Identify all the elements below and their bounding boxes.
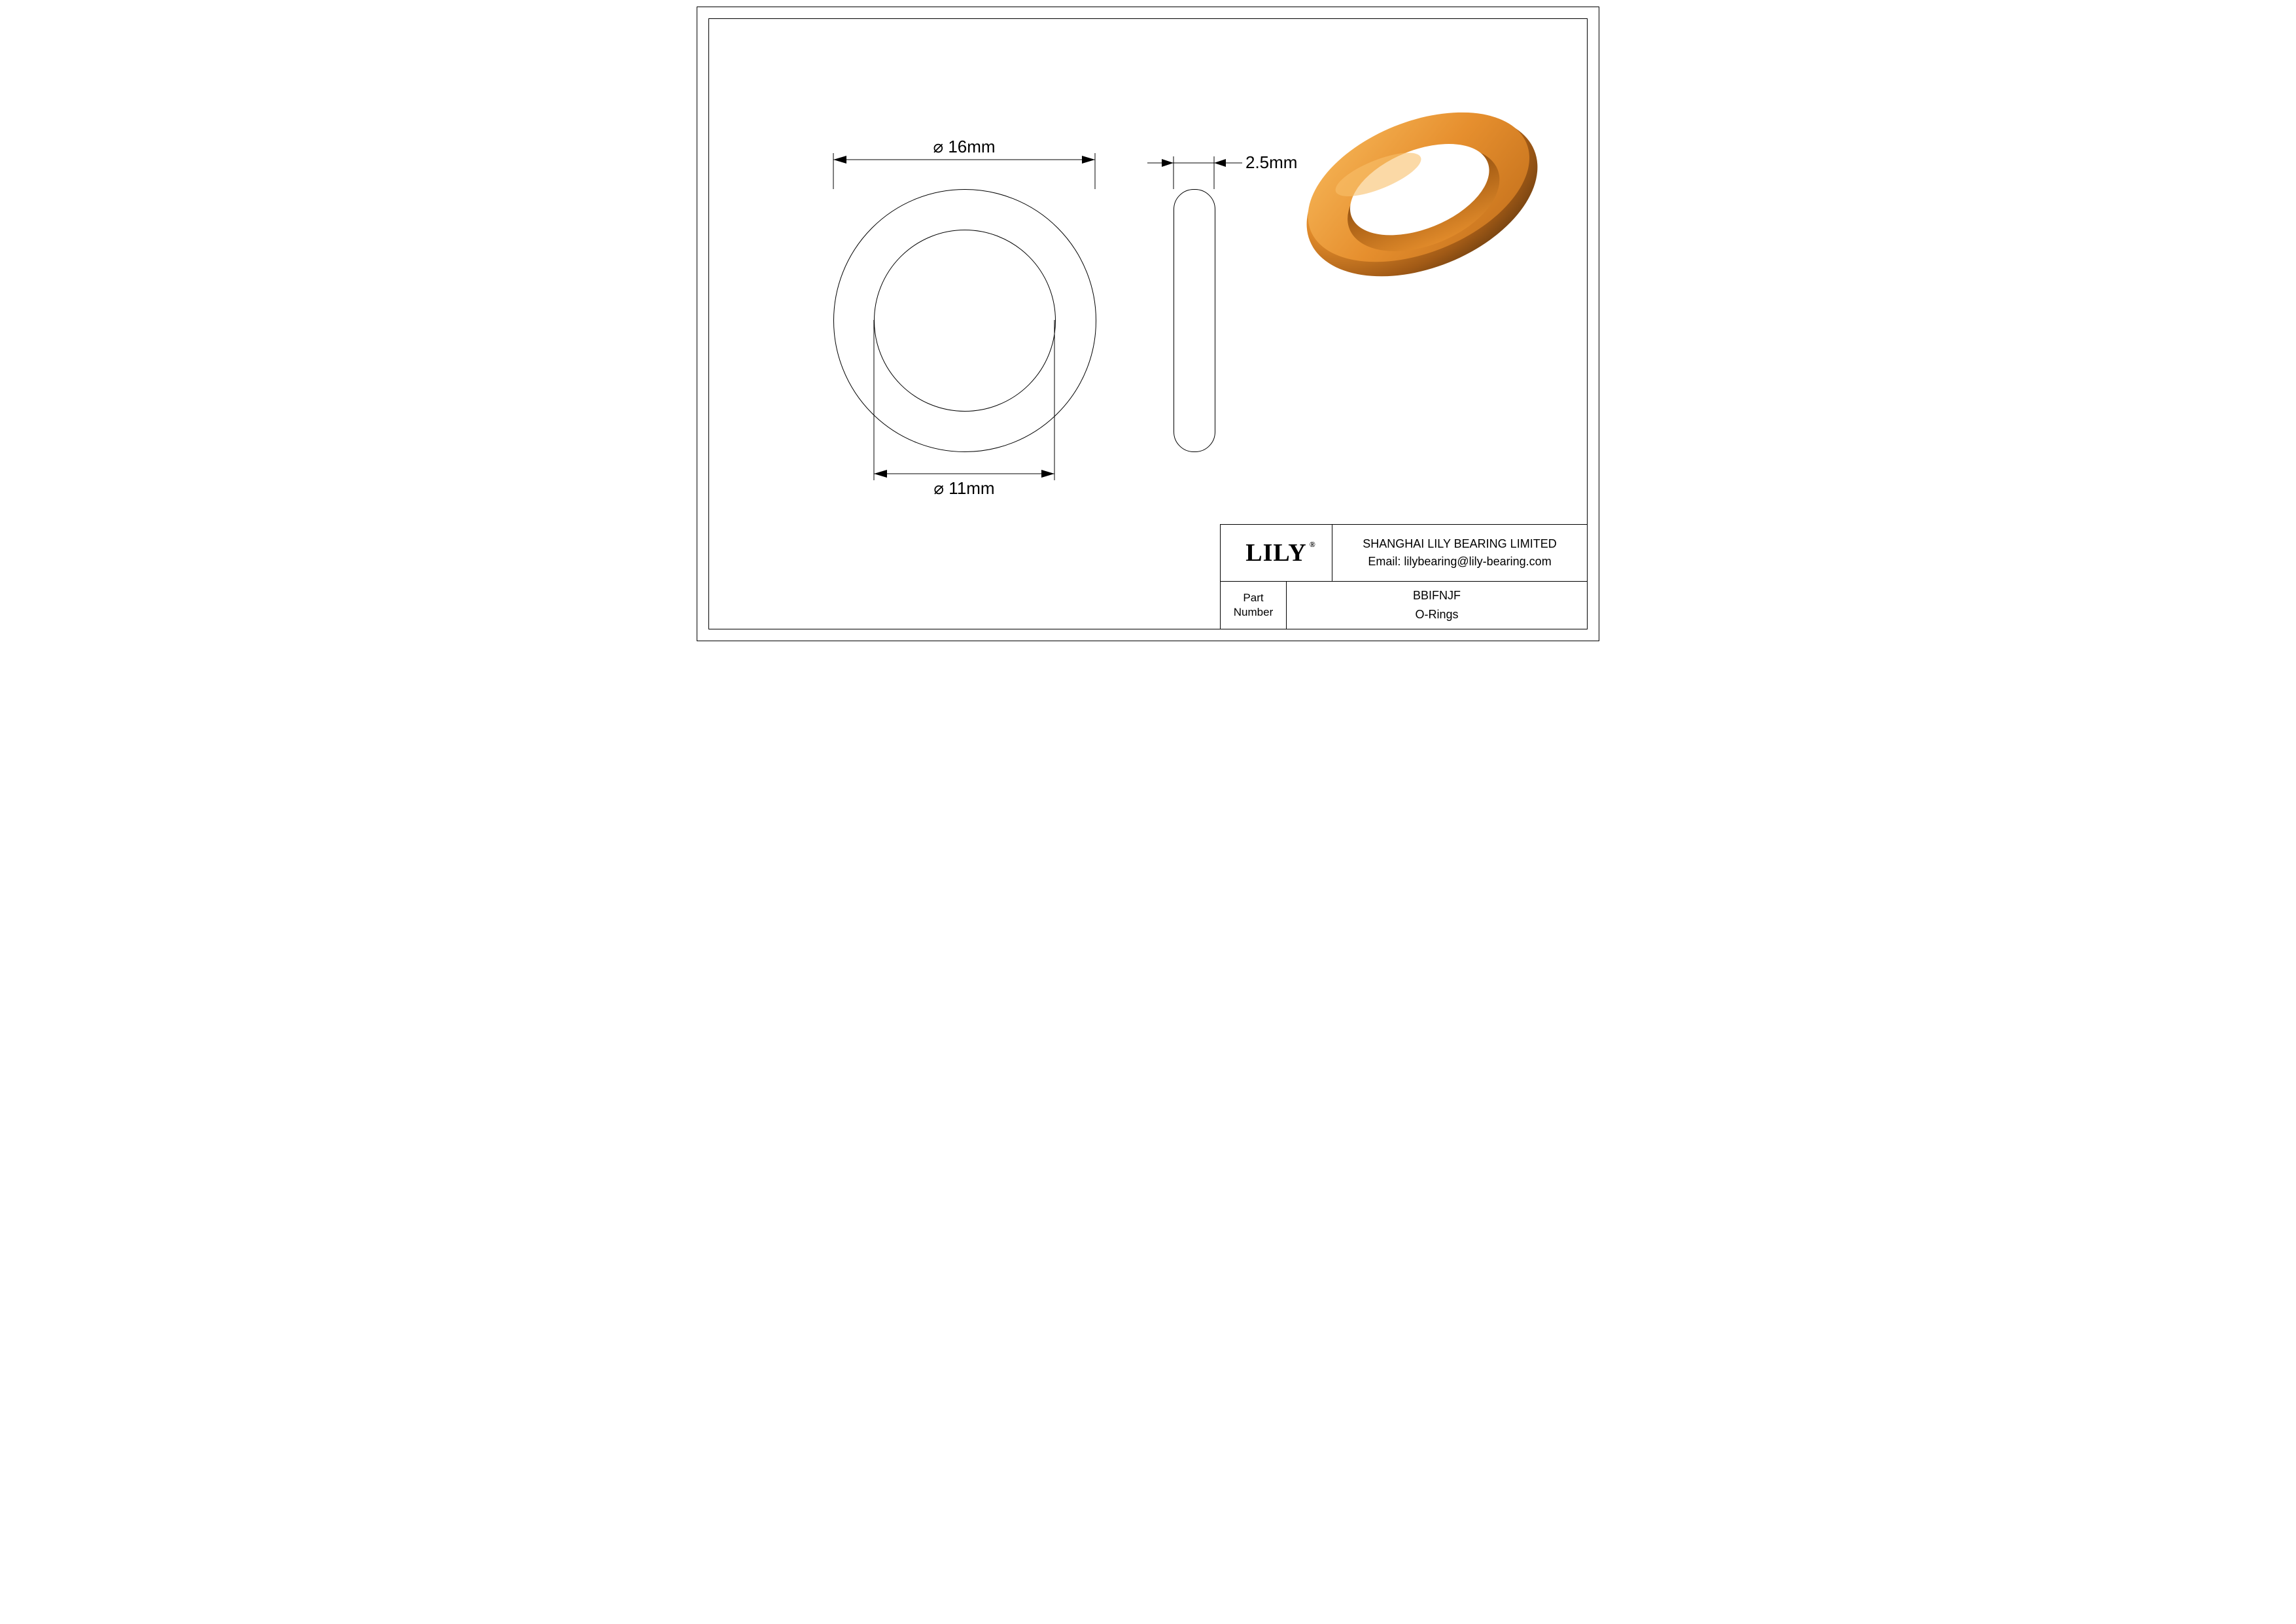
title-block: LILY ® SHANGHAI LILY BEARING LIMITED Emai… [1220,524,1587,629]
company-name: SHANGHAI LILY BEARING LIMITED [1363,535,1556,553]
inner-frame: ⌀ 16mm ⌀ 11mm [708,18,1588,629]
part-number-label-cell: Part Number [1221,582,1287,629]
registered-mark: ® [1310,540,1316,550]
logo-text: LILY® [1245,538,1306,567]
ring-3d-svg [1278,71,1566,320]
product-type: O-Rings [1415,605,1458,624]
company-email: Email: lilybearing@lily-bearing.com [1368,553,1551,571]
part-number-value-cell: BBIFNJF O-Rings [1287,582,1587,629]
drawing-sheet: ⌀ 16mm ⌀ 11mm [690,0,1606,648]
part-number-value: BBIFNJF [1413,586,1461,605]
ring-3d-render [1278,71,1566,320]
drawing-area: ⌀ 16mm ⌀ 11mm [709,19,1587,629]
title-block-row-2: Part Number BBIFNJF O-Rings [1221,582,1587,629]
company-cell: SHANGHAI LILY BEARING LIMITED Email: lil… [1332,525,1587,581]
logo-cell: LILY ® [1221,525,1332,581]
pn-label-line2: Number [1234,605,1273,620]
inner-diameter-dimension [846,313,1082,497]
side-view [1174,189,1214,451]
title-block-row-1: LILY ® SHANGHAI LILY BEARING LIMITED Emai… [1221,525,1587,582]
logo-name: LILY [1245,539,1306,567]
outer-diameter-label: ⌀ 16mm [833,137,1095,157]
side-profile [1174,189,1215,452]
pn-label-line1: Part [1243,591,1263,605]
inner-diameter-label: ⌀ 11mm [874,478,1054,499]
